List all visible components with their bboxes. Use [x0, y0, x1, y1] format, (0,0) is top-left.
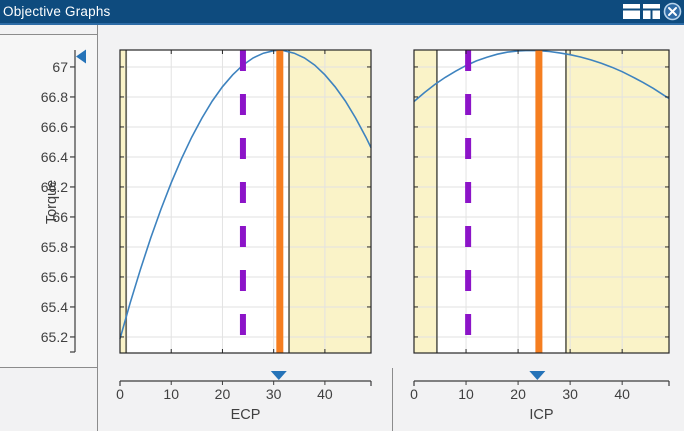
constraint-region [565, 50, 669, 353]
slider-tick-label: 40 [614, 386, 630, 402]
torque-tick-label: 65.6 [41, 269, 68, 285]
slider-tick-label: 30 [562, 386, 578, 402]
split-rows-icon[interactable] [623, 4, 640, 19]
close-icon[interactable] [663, 2, 682, 21]
split-columns-icon[interactable] [643, 4, 660, 19]
plot-border [413, 49, 670, 354]
ecp-axis-label: ECP [231, 407, 261, 423]
torque-tick-label: 67 [52, 59, 68, 75]
window-titlebar: Objective Graphs [0, 0, 684, 23]
torque-tick-label: 65.2 [41, 329, 68, 345]
icp-slider-marker[interactable] [529, 371, 546, 380]
slider-tick-label: 20 [215, 386, 231, 402]
ecp-slider-panel: 0 10 20 30 40 ECP [116, 371, 372, 423]
ecp-slider-marker[interactable] [270, 371, 287, 380]
window-title: Objective Graphs [3, 4, 111, 19]
constraint-region [120, 50, 127, 353]
slider-tick-label: 20 [510, 386, 526, 402]
slider-tick-label: 10 [163, 386, 179, 402]
icp-plot [413, 49, 670, 354]
slider-tick-label: 40 [317, 386, 333, 402]
torque-axis: 67 66.8 66.6 66.4 66.2 66 65.8 65.6 65.4 65.2 Torq… [41, 49, 86, 353]
torque-tick-label: 65.8 [41, 239, 68, 255]
torque-axis-marker[interactable] [76, 49, 86, 64]
torque-axis-panel [0, 34, 98, 368]
titlebar-accent-line [0, 23, 684, 25]
torque-tick-label: 66.8 [41, 89, 68, 105]
torque-curve [119, 49, 372, 340]
slider-tick-label: 0 [116, 386, 124, 402]
constraint-region [414, 50, 437, 353]
torque-tick-label: 66.4 [41, 149, 68, 165]
titlebar-icons [623, 2, 684, 21]
torque-tick-label: 66 [52, 209, 68, 225]
plot-border [119, 49, 372, 354]
torque-tick-label: 65.4 [41, 299, 68, 315]
slider-tick-label: 0 [410, 386, 418, 402]
torque-axis-label: Torque [44, 180, 60, 224]
torque-tick-label: 66.2 [41, 179, 68, 195]
slider-tick-label: 10 [458, 386, 474, 402]
slider-tick-label: 30 [266, 386, 282, 402]
ecp-plot [119, 49, 372, 354]
constraint-region [289, 50, 371, 353]
icp-axis-label: ICP [529, 407, 553, 423]
panel-divider-vertical-left [97, 25, 98, 431]
torque-tick-label: 66.6 [41, 119, 68, 135]
icp-slider-panel: 0 10 20 30 40 ICP [410, 371, 670, 423]
panel-divider-vertical-middle [392, 368, 393, 431]
torque-curve [413, 49, 670, 103]
